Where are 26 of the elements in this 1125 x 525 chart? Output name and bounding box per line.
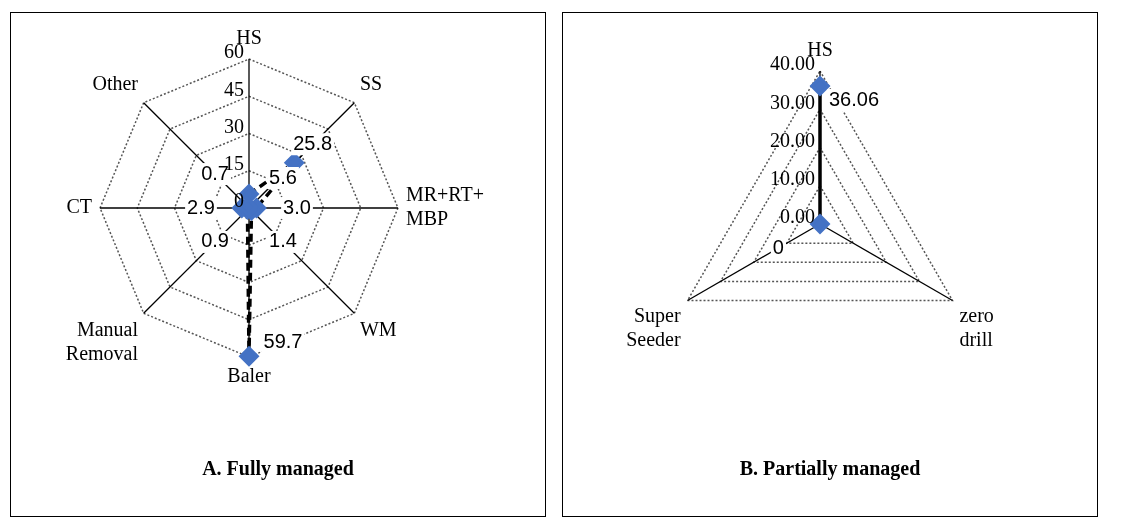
data-label: 5.6	[269, 165, 297, 188]
spoke-label: CT	[66, 195, 93, 218]
spoke-label: zero drill	[959, 303, 994, 350]
spoke-label: WM	[359, 318, 397, 341]
data-label: 0.9	[201, 229, 229, 252]
data-label: 25.8	[293, 131, 333, 154]
data-label: 0.7	[201, 161, 229, 184]
spoke-label: Manual Removal	[65, 318, 139, 365]
data-label: 36.06	[828, 87, 880, 110]
data-label: 1.4	[269, 229, 297, 252]
data-label: 2.9	[187, 195, 215, 218]
spoke-label: Other	[92, 72, 139, 95]
spoke-label: Baler	[227, 364, 271, 387]
data-label: 3.0	[283, 195, 311, 218]
y-tick-label: 30.00	[770, 90, 815, 113]
text: B. Partially managed	[739, 457, 921, 480]
y-tick-label: 0.00	[780, 205, 815, 228]
y-tick-label: 45	[224, 77, 244, 100]
spoke-label: SS	[359, 72, 383, 95]
y-tick-label: 10.00	[770, 167, 815, 189]
spoke-label: MR+RT+ MBP	[405, 183, 485, 230]
data-label: 59.7	[263, 329, 303, 352]
spoke-label: Super Seeder	[626, 303, 681, 350]
y-tick-label: 30	[224, 114, 244, 137]
y-tick-label: 20.00	[770, 128, 815, 151]
text: A. Fully managed	[202, 457, 354, 480]
